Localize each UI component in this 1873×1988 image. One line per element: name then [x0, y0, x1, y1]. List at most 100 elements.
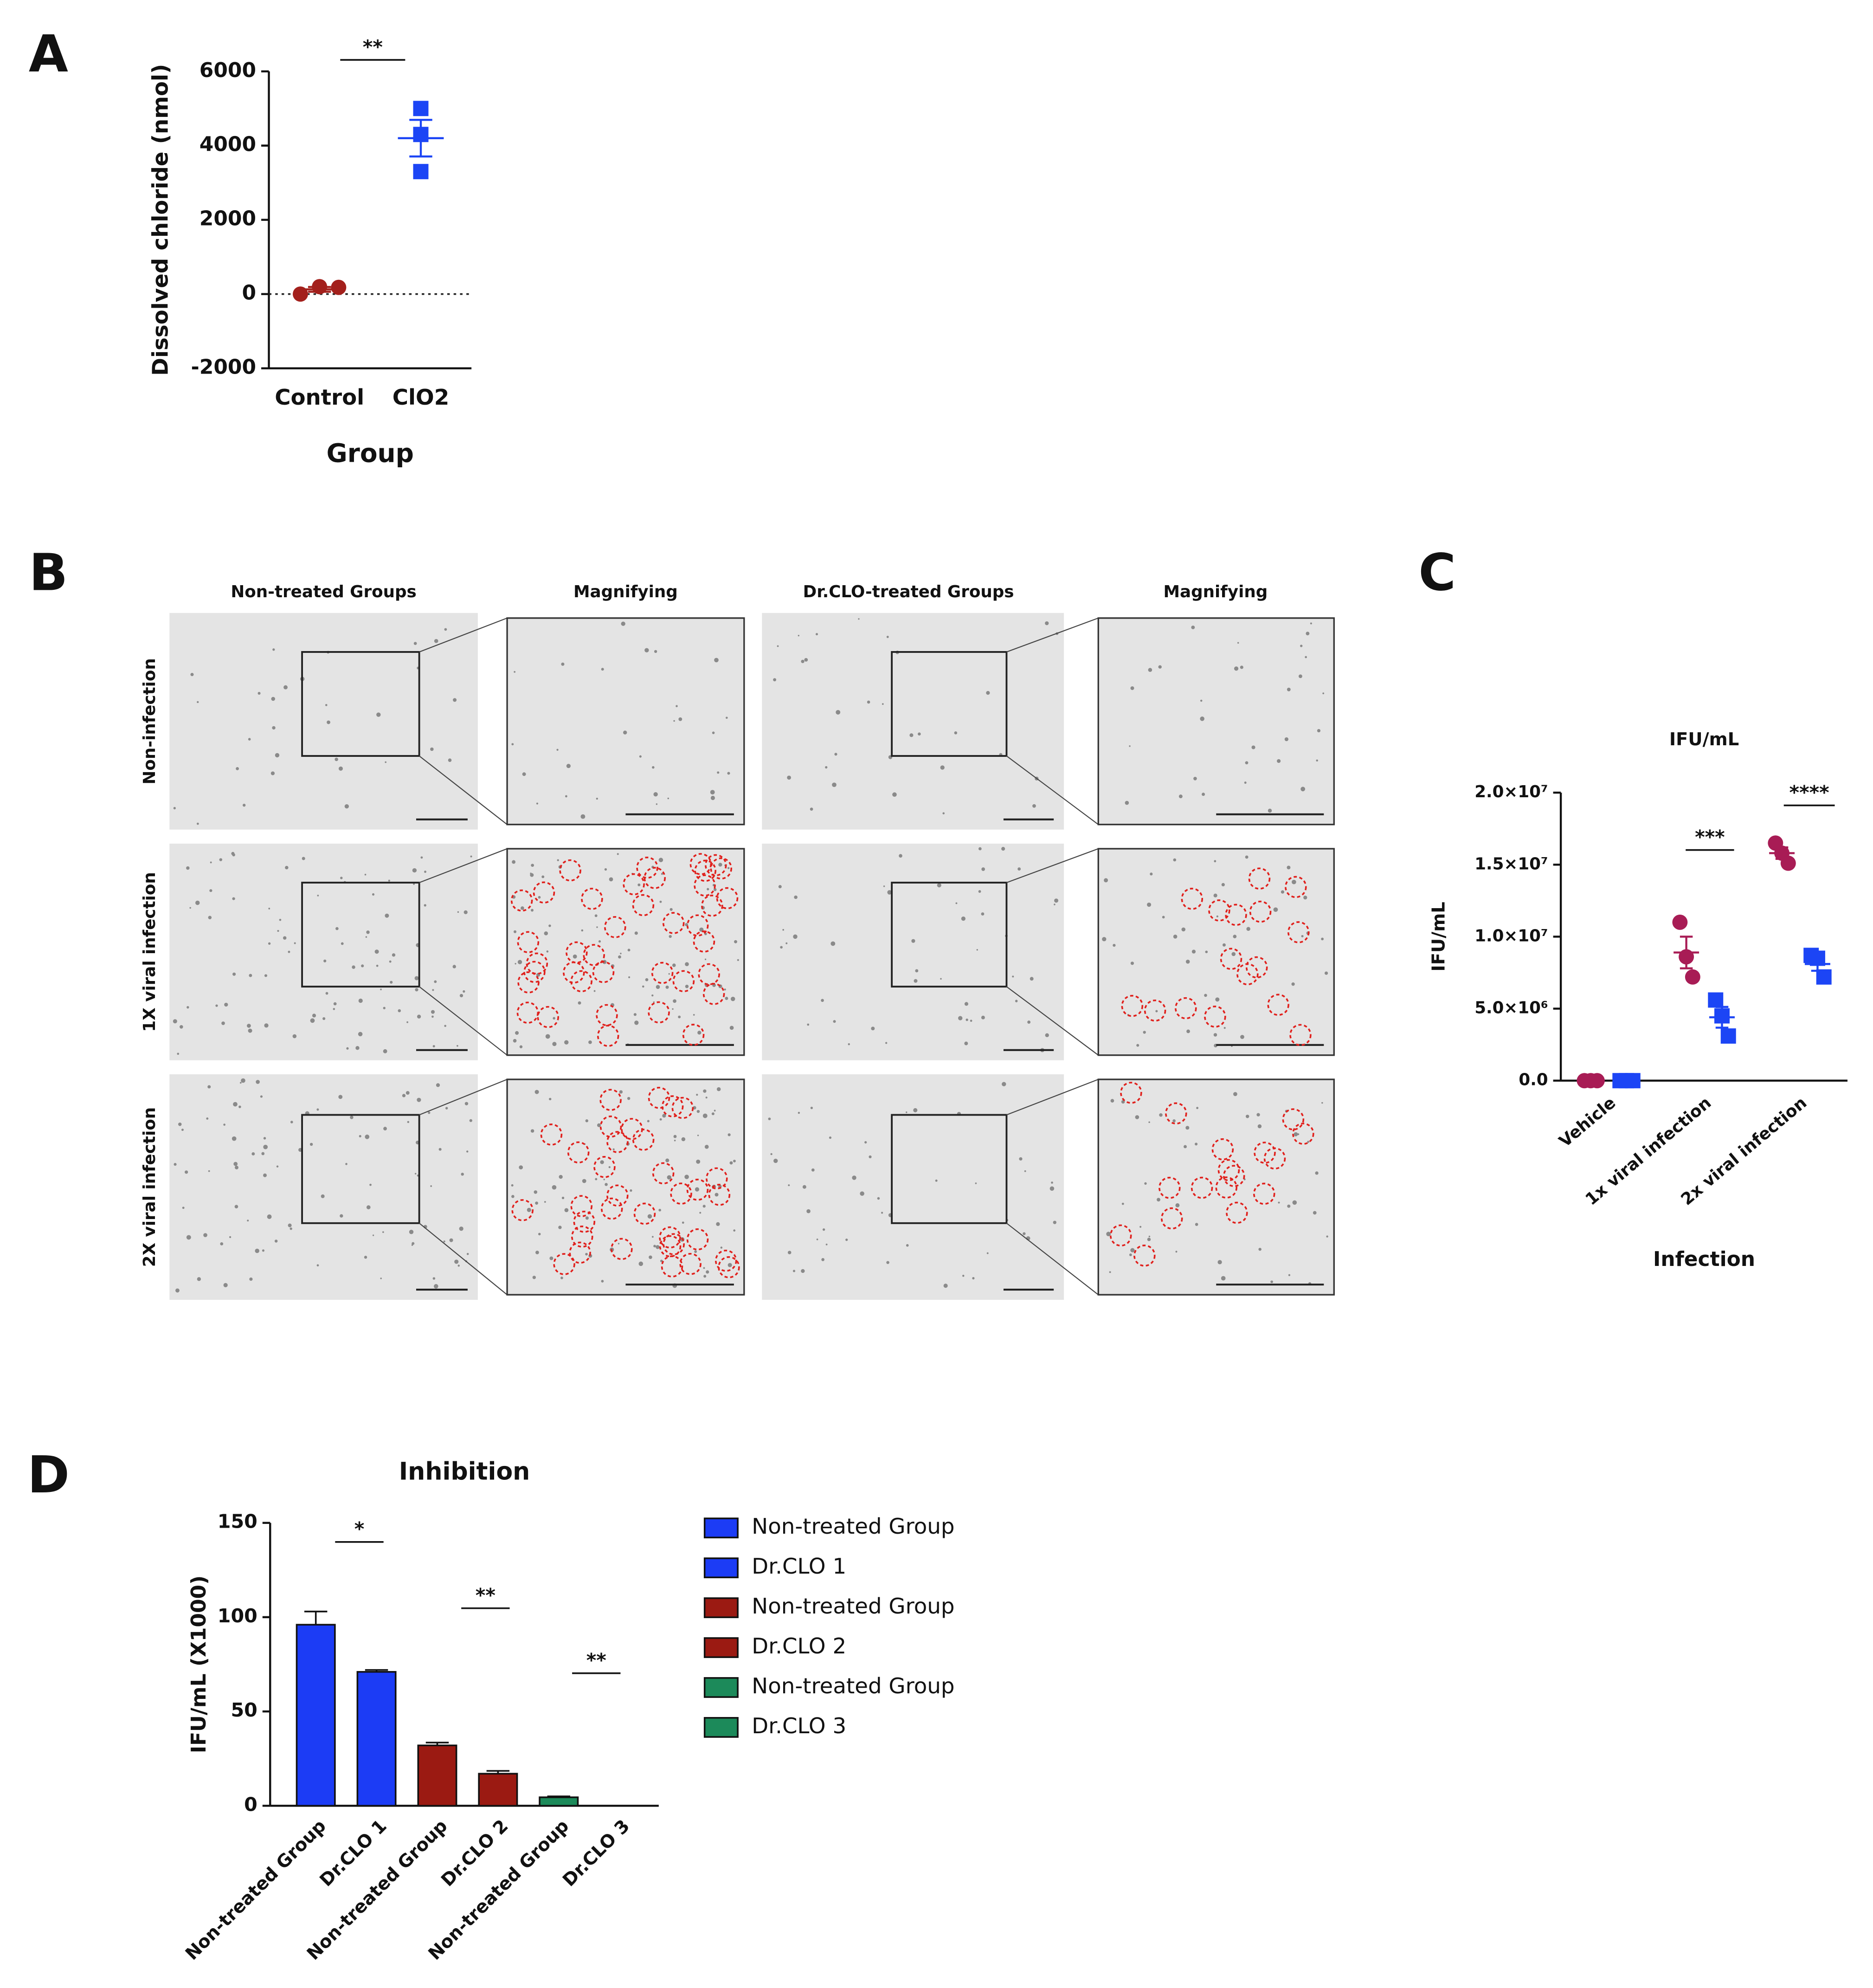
zoom-connector: [418, 1222, 508, 1295]
cell-speck: [1157, 1198, 1160, 1202]
cell-speck: [197, 701, 199, 704]
cell-speck: [1245, 855, 1249, 859]
cell-speck: [887, 890, 892, 895]
cell-speck: [514, 671, 516, 673]
cell-speck: [274, 1239, 278, 1243]
legend-swatch: [703, 1597, 739, 1618]
cell-speck: [637, 883, 641, 886]
infected-cell-marker: [1282, 1108, 1305, 1130]
y-tick-label: 0: [242, 281, 256, 305]
infected-cell-marker: [553, 1253, 575, 1275]
cell-speck: [798, 1111, 800, 1114]
cell-speck: [257, 691, 261, 695]
cell-speck: [1173, 935, 1178, 939]
cell-speck: [1143, 1031, 1146, 1034]
chart-title: IFU/mL: [1669, 729, 1739, 750]
cell-speck: [1326, 1235, 1328, 1238]
cell-speck: [714, 1110, 716, 1112]
cell-speck: [725, 997, 728, 1000]
cell-speck: [978, 847, 982, 851]
infected-cell-marker: [686, 914, 709, 936]
cell-speck: [1150, 872, 1153, 876]
cell-speck: [512, 860, 516, 864]
infected-cell-marker: [716, 887, 739, 910]
cell-speck: [374, 949, 379, 954]
cell-speck: [209, 889, 212, 892]
cell-speck: [877, 1197, 880, 1200]
cell-speck: [515, 1031, 519, 1035]
cell-speck: [659, 1118, 662, 1121]
cell-speck: [1257, 1124, 1262, 1129]
cell-speck: [1231, 952, 1236, 956]
cell-speck: [714, 1193, 719, 1197]
cell-speck: [593, 990, 596, 992]
cell-speck: [514, 930, 517, 933]
cell-speck: [288, 1223, 292, 1227]
cell-speck: [1184, 1145, 1187, 1149]
cell-speck: [673, 999, 676, 1003]
cell-speck: [693, 1014, 695, 1016]
cell-speck: [1200, 699, 1203, 702]
cell-speck: [530, 872, 532, 874]
x-tick-label: Control: [275, 385, 364, 410]
cell-speck: [717, 771, 720, 774]
cell-speck: [601, 1280, 604, 1283]
infected-cell-marker: [705, 854, 727, 877]
infected-cell-marker: [1175, 997, 1197, 1020]
cell-speck: [445, 1107, 448, 1110]
cell-speck: [858, 618, 860, 620]
cell-speck: [309, 1142, 313, 1146]
infected-cell-marker: [523, 961, 546, 983]
cell-speck: [595, 1178, 598, 1181]
infected-cell-marker: [516, 1001, 539, 1024]
cell-speck: [443, 1240, 445, 1243]
infected-cell-marker: [517, 931, 540, 953]
cell-speck: [669, 908, 673, 911]
cell-speck: [612, 1148, 615, 1150]
cell-speck: [899, 854, 902, 858]
cell-speck: [1185, 1126, 1190, 1130]
infected-cell-marker: [606, 1131, 629, 1153]
cell-speck: [459, 994, 463, 998]
cell-speck: [1147, 1238, 1151, 1241]
cell-speck: [310, 1018, 315, 1023]
cell-speck: [601, 668, 604, 671]
cell-speck: [724, 988, 726, 991]
cell-speck: [290, 1121, 293, 1123]
cell-speck: [247, 1024, 251, 1028]
cell-speck: [585, 1119, 588, 1123]
infected-cell-marker: [1289, 1024, 1312, 1046]
infected-cell-marker: [606, 1184, 629, 1207]
cell-speck: [729, 1161, 733, 1165]
cell-speck: [190, 673, 194, 677]
cell-speck: [986, 691, 990, 695]
infected-cell-marker: [659, 1226, 681, 1249]
infected-cell-marker: [710, 857, 733, 880]
cell-speck: [958, 1016, 963, 1020]
cell-speck: [175, 1288, 180, 1293]
cell-speck: [585, 1252, 588, 1256]
cell-speck: [553, 1017, 555, 1020]
cell-speck: [1292, 879, 1296, 884]
cell-speck: [780, 946, 783, 949]
infected-cell-marker: [1223, 1165, 1245, 1187]
cell-speck: [788, 1184, 790, 1187]
cell-speck: [260, 1095, 263, 1098]
cell-speck: [186, 1235, 191, 1240]
zoom-connector: [419, 1078, 508, 1116]
cell-speck: [402, 1094, 406, 1097]
cell-speck: [457, 1045, 458, 1047]
cell-speck: [798, 634, 800, 637]
cell-speck: [530, 1129, 534, 1133]
infected-cell-marker: [581, 888, 603, 910]
cell-speck: [647, 1120, 650, 1123]
cell-speck: [975, 1182, 977, 1184]
cell-speck: [223, 1123, 225, 1126]
cell-speck: [705, 1097, 708, 1099]
infected-cell-marker: [510, 889, 533, 912]
cell-speck: [233, 1102, 238, 1107]
cell-speck: [787, 775, 791, 780]
cell-speck: [785, 942, 788, 944]
cell-speck: [706, 1270, 709, 1274]
cell-speck: [830, 941, 836, 946]
